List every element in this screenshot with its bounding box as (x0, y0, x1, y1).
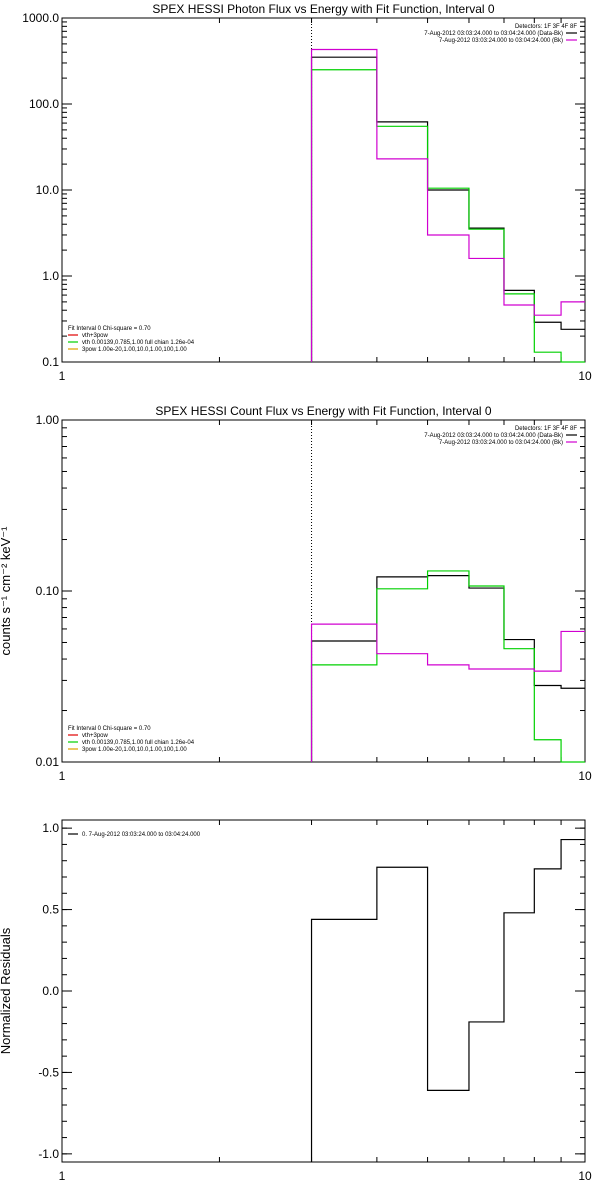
y-axis-label: Normalized Residuals (0, 927, 13, 1054)
chart-panel-2: SPEX HESSI Count Flux vs Energy with Fit… (0, 404, 592, 783)
legend-text: vth 0.00139,0.785,1.00 full chian 1.26e-… (82, 740, 195, 746)
info-text: 7-Aug-2012 03:03:24.000 to 03:04:24.000 … (439, 440, 563, 446)
y-tick-label: 0.01 (36, 755, 60, 769)
info-text: Detectors: 1F 3F 4F 8F (515, 426, 577, 432)
series-3-line (310, 48, 585, 362)
chart-panel-1: SPEX HESSI Photon Flux vs Energy with Fi… (22, 2, 592, 383)
series-1-line (310, 56, 585, 362)
series-1-line (310, 575, 585, 762)
y-tick-label: 1.0 (42, 821, 59, 835)
x-tick-label: 1 (59, 369, 66, 383)
chart-title: SPEX HESSI Count Flux vs Energy with Fit… (155, 404, 491, 418)
y-tick-label: 1.00 (36, 413, 60, 427)
legend-text: 3pow 1.00e-20,1.00,10.0,1.00,100,1.00 (82, 747, 187, 753)
y-tick-label: 10.0 (36, 183, 60, 197)
x-tick-label: 1 (59, 769, 66, 783)
info-text: 7-Aug-2012 03:03:24.000 to 03:04:24.000 … (424, 433, 563, 439)
chart-title: SPEX HESSI Photon Flux vs Energy with Fi… (152, 2, 494, 16)
y-tick-label: 0.5 (42, 903, 59, 917)
info-text: Detectors: 1F 3F 4F 8F (515, 24, 577, 30)
legend-text: 0. 7-Aug-2012 03:03:24.000 to 03:04:24.0… (82, 832, 201, 838)
y-axis-label: counts s⁻¹ cm⁻² keV⁻¹ (0, 526, 13, 656)
y-tick-label: 1000.0 (22, 11, 59, 25)
series-2-line (310, 570, 585, 763)
legend-text: vth+3pow (82, 333, 109, 339)
x-tick-label: 10 (578, 1169, 592, 1183)
x-tick-label: 1 (59, 1169, 66, 1183)
y-tick-label: -0.5 (38, 1065, 59, 1079)
legend-text: vth 0.00139,0.785,1.00 full chian 1.26e-… (82, 340, 195, 346)
series-3-line (310, 623, 585, 762)
legend-text: Fit Interval 0 Chi-square = 0.70 (68, 326, 151, 332)
y-tick-label: 100.0 (29, 97, 59, 111)
series-1-line (310, 838, 585, 1162)
legend-text: vth+3pow (82, 733, 109, 739)
y-tick-label: 0.0 (42, 984, 59, 998)
y-tick-label: -1.0 (38, 1147, 59, 1161)
info-text: 7-Aug-2012 03:03:24.000 to 03:04:24.000 … (424, 31, 563, 37)
plot-frame (61, 819, 586, 1163)
y-tick-label: 1.0 (42, 269, 59, 283)
plot-frame (61, 419, 586, 763)
legend-text: Fit Interval 0 Chi-square = 0.70 (68, 726, 151, 732)
x-tick-label: 10 (578, 369, 592, 383)
y-tick-label: 0.10 (36, 584, 60, 598)
y-tick-label: 0.1 (42, 355, 59, 369)
series-2-line (310, 69, 585, 363)
info-text: 7-Aug-2012 03:03:24.000 to 03:04:24.000 … (439, 38, 563, 44)
x-tick-label: 10 (578, 769, 592, 783)
legend-text: 3pow 1.00e-20,1.00,10.0,1.00,100,1.00 (82, 347, 187, 353)
chart-panel-3: 1 10 -1.0 -0.5 0.0 0.5 1.0 Normalized Residuals… (0, 819, 592, 1183)
